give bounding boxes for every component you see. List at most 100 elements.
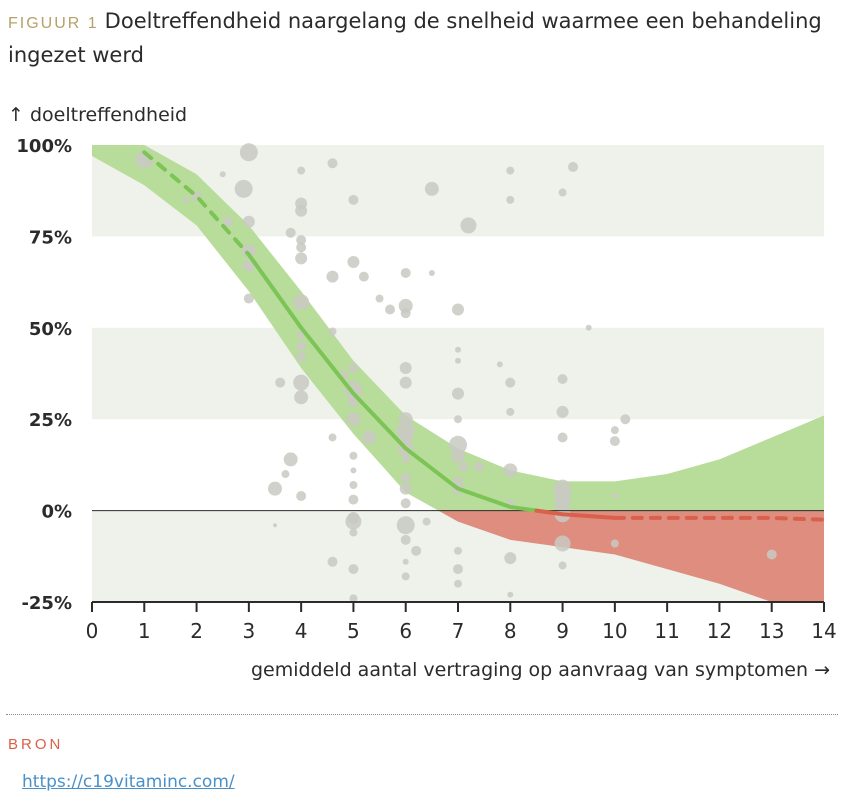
data-point xyxy=(327,158,338,169)
data-point xyxy=(295,252,308,265)
data-point xyxy=(611,492,618,499)
trend-line-solid-positive xyxy=(246,252,539,513)
divider xyxy=(6,714,838,715)
data-point xyxy=(293,294,310,311)
data-point xyxy=(346,412,361,427)
data-point xyxy=(610,426,619,435)
data-point xyxy=(452,387,464,400)
x-tick-label: 1 xyxy=(138,619,151,643)
data-point xyxy=(506,166,515,175)
data-point xyxy=(348,564,359,575)
data-point xyxy=(396,516,415,535)
data-point xyxy=(349,451,358,460)
data-point xyxy=(460,217,477,234)
data-point xyxy=(556,405,569,418)
data-point xyxy=(496,361,503,368)
confidence-band-negative xyxy=(438,510,824,602)
data-point xyxy=(234,179,253,198)
data-point xyxy=(241,244,256,259)
data-point xyxy=(402,558,409,565)
figure-header: FIGUUR 1 Doeltreffendheid naargelang de s… xyxy=(8,4,838,72)
data-point xyxy=(350,467,357,474)
data-point xyxy=(219,171,226,178)
data-point xyxy=(328,327,337,336)
data-point xyxy=(451,448,465,463)
y-tick-label: 25% xyxy=(29,410,72,431)
background-bands xyxy=(92,145,824,602)
data-point xyxy=(398,298,413,313)
x-tick-label: 10 xyxy=(602,619,627,643)
data-point xyxy=(296,341,307,352)
data-point xyxy=(358,271,369,282)
data-point xyxy=(293,374,310,391)
data-point xyxy=(505,377,516,388)
data-point xyxy=(428,269,435,276)
data-point xyxy=(506,195,515,204)
data-point xyxy=(400,267,411,278)
data-point xyxy=(273,523,277,528)
data-point xyxy=(243,293,254,304)
trend-line-solid-negative xyxy=(534,508,617,520)
background-band xyxy=(92,327,824,420)
x-tick-label: 2 xyxy=(190,619,203,643)
data-point xyxy=(348,494,359,505)
data-point xyxy=(558,188,567,197)
y-tick-label: 75% xyxy=(29,227,72,248)
data-point xyxy=(454,415,462,424)
data-point xyxy=(296,235,307,246)
data-point xyxy=(399,376,412,389)
data-point xyxy=(295,204,308,217)
data-point xyxy=(285,227,296,238)
data-point xyxy=(400,472,411,483)
y-tick-label: 0% xyxy=(41,502,72,523)
data-point xyxy=(362,430,377,445)
x-tick-label: 4 xyxy=(295,619,308,643)
data-point xyxy=(585,324,592,331)
data-point xyxy=(452,303,464,316)
y-tick-label: -25% xyxy=(21,593,72,614)
x-tick-label: 13 xyxy=(759,619,784,643)
data-point xyxy=(294,390,309,405)
data-point xyxy=(449,435,467,454)
data-point xyxy=(349,594,358,603)
data-point xyxy=(455,346,461,353)
data-point xyxy=(268,481,282,496)
data-point xyxy=(609,436,620,447)
data-point xyxy=(411,545,422,556)
data-point xyxy=(401,455,410,464)
data-point xyxy=(504,552,517,565)
data-point xyxy=(610,539,619,548)
x-tick-label: 11 xyxy=(654,619,679,643)
source-label: BRON xyxy=(8,736,64,753)
data-point xyxy=(348,194,359,205)
data-point xyxy=(399,482,412,495)
x-tick-label: 3 xyxy=(242,619,255,643)
data-point xyxy=(557,432,568,443)
data-point xyxy=(328,433,337,442)
data-point xyxy=(557,373,568,384)
data-point xyxy=(281,470,290,479)
data-point xyxy=(558,561,567,570)
y-axis-label: ↑ doeltreffendheid xyxy=(8,104,187,126)
x-tick-label: 8 xyxy=(504,619,517,643)
data-point xyxy=(453,564,463,575)
chart: 100%75%50%25%0%-25%0 1 2 3 4 5 6 7 8 9 10 11 12 13 14 … xyxy=(8,104,837,681)
x-tick-label: 14 xyxy=(811,619,836,643)
source-link[interactable]: https://c19vitaminc.com/ xyxy=(22,772,235,792)
data-point xyxy=(400,308,411,319)
x-tick-label: 9 xyxy=(556,619,569,643)
trend-line-dashed-end xyxy=(612,515,826,522)
trend-line-dashed-start xyxy=(142,150,251,257)
data-point xyxy=(348,363,359,374)
data-point xyxy=(283,452,298,467)
trend-line xyxy=(142,150,826,522)
x-axis-label: gemiddeld aantal vertraging op aanvraag … xyxy=(251,659,830,681)
data-point xyxy=(327,556,338,567)
data-point xyxy=(275,377,286,388)
x-tick-label: 12 xyxy=(707,619,732,643)
data-point xyxy=(399,362,412,375)
figure-title: Doeltreffendheid naargelang de snelheid … xyxy=(8,9,822,67)
x-tick-label: 5 xyxy=(347,619,360,643)
figure-label: FIGUUR 1 xyxy=(8,15,99,32)
data-point xyxy=(242,259,255,272)
